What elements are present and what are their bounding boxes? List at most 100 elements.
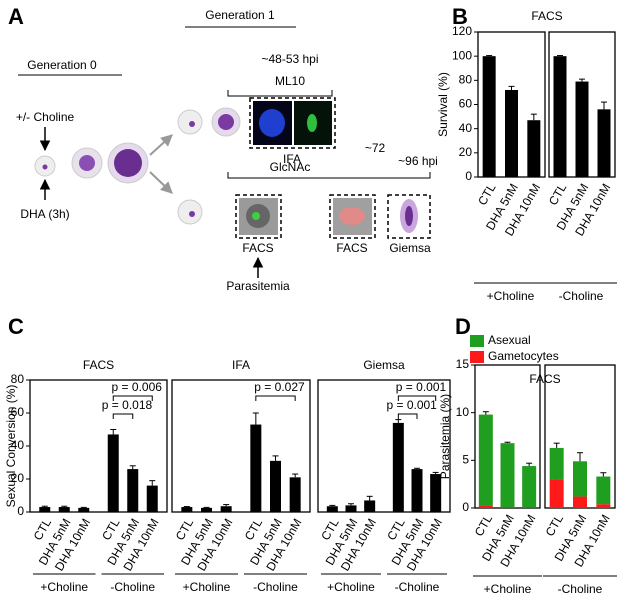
x-tick-label: CTL — [543, 512, 567, 539]
label: DHA (3h) — [20, 207, 69, 221]
bar-segment — [478, 414, 493, 506]
y-tick-label: 20 — [459, 145, 473, 159]
p-value: p = 0.006 — [112, 380, 163, 394]
legend-label: Asexual — [488, 333, 531, 347]
group-label: -Choline — [253, 580, 298, 594]
p-value: p = 0.018 — [102, 398, 153, 412]
cell — [42, 164, 48, 170]
bar — [58, 507, 70, 512]
y-tick-label: 20 — [11, 471, 25, 485]
panel-label: A — [8, 4, 24, 29]
image-box — [249, 97, 336, 149]
group-label: +Choline — [327, 580, 375, 594]
bracket — [227, 90, 333, 97]
cell — [189, 121, 195, 127]
significance-bracket — [397, 413, 418, 419]
label: ~72 — [365, 141, 386, 155]
bar-segment — [522, 507, 537, 508]
label: ML10 — [275, 74, 305, 88]
bar — [270, 460, 281, 512]
bar — [220, 506, 232, 512]
significance-bracket — [397, 395, 437, 401]
bar — [364, 500, 376, 512]
panel-label: C — [8, 314, 24, 339]
legend-label: Gametocytes — [488, 349, 559, 363]
cell — [79, 155, 95, 171]
significance-bracket — [112, 413, 134, 419]
p-value: p = 0.001 — [396, 380, 447, 394]
cell — [114, 149, 142, 177]
p-value: p = 0.027 — [254, 380, 305, 394]
bar — [326, 506, 338, 512]
label: Generation 1 — [205, 8, 275, 22]
bar — [482, 56, 496, 177]
label: ~48-53 hpi — [261, 52, 318, 66]
bar — [505, 90, 518, 177]
bar — [289, 477, 301, 512]
y-tick-label: 0 — [462, 500, 469, 514]
y-axis-label: Parasitemia (%) — [438, 394, 452, 479]
bar — [107, 434, 119, 512]
p-value: p = 0.001 — [386, 398, 437, 412]
bar — [146, 485, 158, 512]
image — [339, 207, 365, 225]
label: FACS — [242, 241, 273, 255]
cell — [189, 211, 195, 217]
panel-title: IFA — [232, 358, 250, 372]
y-axis-label: Sexual Conversion (%) — [4, 385, 18, 508]
label: +/- Choline — [16, 110, 75, 124]
bracket — [227, 172, 431, 179]
group-label: +Choline — [487, 289, 535, 303]
bar — [39, 507, 51, 512]
y-tick-label: 10 — [456, 405, 470, 419]
y-tick-label: 120 — [452, 24, 472, 38]
group-label: -Choline — [110, 580, 155, 594]
chart-title: FACS — [531, 9, 562, 23]
group-label: -Choline — [395, 580, 440, 594]
frame — [171, 379, 311, 513]
y-tick-label: 15 — [456, 357, 470, 371]
bar — [553, 56, 567, 177]
group-label: +Choline — [183, 580, 231, 594]
group-label: -Choline — [558, 582, 603, 596]
bar — [430, 474, 442, 512]
bar-segment — [573, 496, 587, 508]
y-tick-label: 40 — [11, 438, 25, 452]
image — [405, 206, 413, 226]
diagram: Generation 1 Generation 0 +/- Choline DH… — [16, 8, 438, 293]
y-tick-label: 0 — [465, 169, 472, 183]
y-tick-label: 40 — [459, 121, 473, 135]
bar-segment — [522, 466, 537, 508]
frame — [29, 379, 168, 513]
bar — [527, 120, 541, 177]
panel-title: Giemsa — [363, 358, 405, 372]
legend-swatch — [470, 351, 484, 363]
bar — [250, 424, 262, 512]
bar — [411, 469, 423, 512]
label: ~96 hpi — [398, 154, 438, 168]
image-box — [329, 194, 376, 239]
bar — [78, 507, 90, 512]
label: Giemsa — [389, 241, 431, 255]
label: Generation 0 — [27, 58, 97, 72]
group-label: +Choline — [40, 580, 88, 594]
image — [252, 212, 260, 220]
group-label: +Choline — [484, 582, 532, 596]
label: IFA — [283, 152, 301, 166]
bar — [181, 507, 193, 512]
significance-bracket — [255, 395, 296, 401]
bar-segment — [500, 443, 515, 508]
y-axis-label: Survival (%) — [436, 72, 450, 137]
arrow — [149, 134, 173, 156]
y-tick-label: 0 — [17, 504, 24, 518]
panel-label: D — [455, 314, 471, 339]
bar — [201, 507, 212, 512]
y-tick-label: 5 — [462, 453, 469, 467]
bar-segment — [478, 505, 493, 508]
y-tick-label: 80 — [11, 372, 25, 386]
label: Parasitemia — [226, 279, 290, 293]
significance-bracket — [112, 395, 153, 401]
image-box — [387, 194, 431, 239]
bar-segment — [549, 447, 564, 480]
